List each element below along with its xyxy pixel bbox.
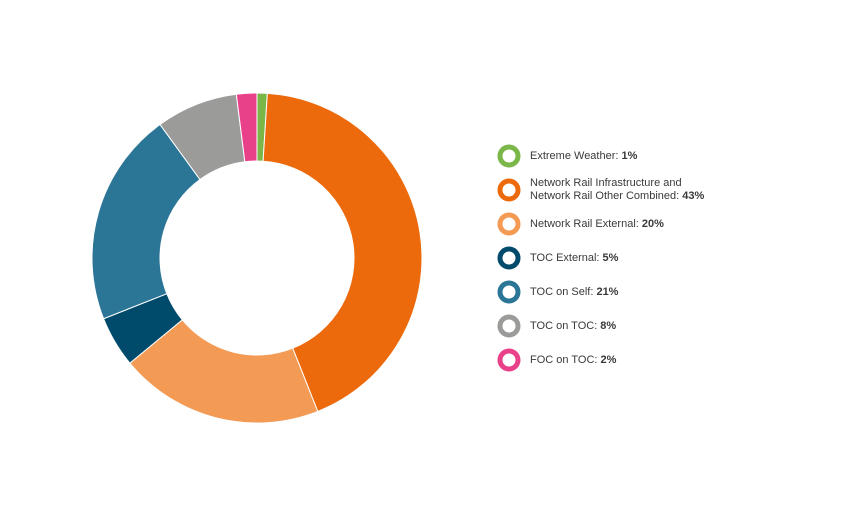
legend-ring-icon — [497, 348, 521, 372]
legend-label: TOC External: — [530, 251, 600, 264]
legend-item: FOC on TOC: 2% — [497, 347, 616, 373]
legend-ring-icon — [497, 212, 521, 236]
legend-ring-icon — [497, 144, 521, 168]
legend-ring-icon — [497, 280, 521, 304]
legend-value: 43% — [679, 190, 705, 202]
legend-value: 8% — [597, 319, 617, 332]
legend-item: Network Rail Infrastructure and Network … — [497, 177, 704, 203]
legend-label: FOC on TOC: — [530, 353, 598, 366]
legend-text: TOC on TOC: 8% — [530, 320, 616, 333]
legend-ring-icon — [497, 178, 521, 202]
donut-slice-7 — [235, 92, 258, 163]
legend-text: TOC External: 5% — [530, 252, 618, 265]
legend-value: 1% — [618, 149, 638, 162]
legend-item: Extreme Weather: 1% — [497, 143, 637, 169]
legend-text: Network Rail External: 20% — [530, 218, 664, 231]
legend-value: 20% — [638, 217, 664, 230]
legend-value: 21% — [593, 285, 619, 298]
legend-value: 2% — [597, 353, 617, 366]
chart-legend: Extreme Weather: 1% Network Rail Infrastr… — [497, 0, 827, 527]
legend-ring-icon — [497, 246, 521, 270]
legend-label: Network Rail External: — [530, 217, 639, 230]
legend-label: TOC on TOC: — [530, 319, 598, 332]
legend-value: 5% — [599, 251, 619, 264]
legend-label: TOC on Self: — [530, 285, 594, 298]
legend-item: Network Rail External: 20% — [497, 211, 664, 237]
legend-label: Network Rail Infrastructure and Network … — [530, 177, 682, 202]
legend-ring-icon — [497, 314, 521, 338]
legend-label: Extreme Weather: — [530, 149, 619, 162]
legend-text: Network Rail Infrastructure and Network … — [530, 177, 704, 203]
legend-text: TOC on Self: 21% — [530, 286, 618, 299]
donut-slice-2 — [262, 92, 423, 413]
legend-item: TOC External: 5% — [497, 245, 618, 271]
donut-slice-3 — [129, 319, 319, 424]
donut-slice-5 — [91, 123, 201, 320]
legend-item: TOC on TOC: 8% — [497, 313, 616, 339]
legend-text: FOC on TOC: 2% — [530, 354, 616, 367]
legend-item: TOC on Self: 21% — [497, 279, 618, 305]
legend-text: Extreme Weather: 1% — [530, 150, 637, 163]
